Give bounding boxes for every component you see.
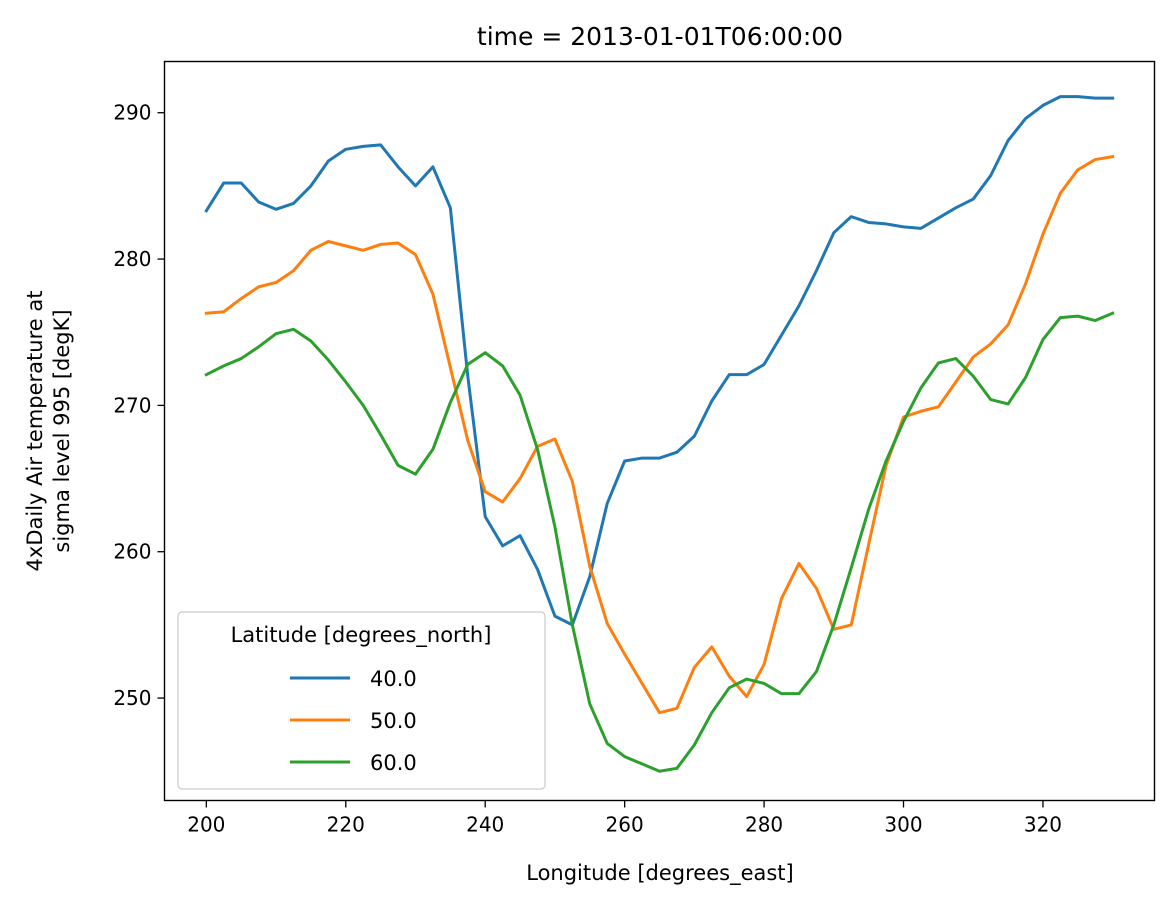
legend-label-60.0: 60.0 — [370, 751, 417, 775]
legend: Latitude [degrees_north] 40.0 50.0 60.0 — [177, 611, 546, 790]
x-tick-label: 280 — [745, 813, 783, 837]
y-tick-label: 290 — [113, 101, 151, 125]
series-line-50.0 — [204, 154, 1115, 715]
legend-title: Latitude [degrees_north] — [231, 623, 492, 648]
series-line-40.0 — [204, 95, 1115, 627]
x-tick-label: 200 — [187, 813, 225, 837]
legend-label-50.0: 50.0 — [370, 709, 417, 733]
legend-label-40.0: 40.0 — [370, 667, 417, 691]
y-tick-label: 280 — [113, 247, 151, 271]
y-tick-label: 260 — [113, 540, 151, 564]
x-tick-label: 240 — [466, 813, 504, 837]
x-tick-label: 300 — [884, 813, 922, 837]
y-axis-label-line-2: sigma level 995 [degK] — [50, 309, 74, 552]
y-axis-label-line-1: 4xDaily Air temperature at — [23, 291, 47, 572]
y-axis-label: 4xDaily Air temperature at sigma level 9… — [23, 291, 74, 572]
legend-box — [177, 611, 546, 790]
x-tick-label: 220 — [327, 813, 365, 837]
x-tick-label: 260 — [606, 813, 644, 837]
chart-title: time = 2013-01-01T06:00:00 — [477, 22, 843, 51]
x-tick-label: 320 — [1024, 813, 1062, 837]
plot-frame — [163, 60, 1156, 802]
y-tick-label: 270 — [113, 393, 151, 417]
y-axis: 250 260 270 280 290 — [113, 101, 165, 710]
y-tick-label: 250 — [113, 686, 151, 710]
x-axis: 200 220 240 260 280 300 320 — [187, 800, 1062, 837]
x-axis-label: Longitude [degrees_east] — [526, 861, 794, 886]
series-line-60.0 — [204, 311, 1115, 773]
series-layer — [204, 95, 1115, 773]
